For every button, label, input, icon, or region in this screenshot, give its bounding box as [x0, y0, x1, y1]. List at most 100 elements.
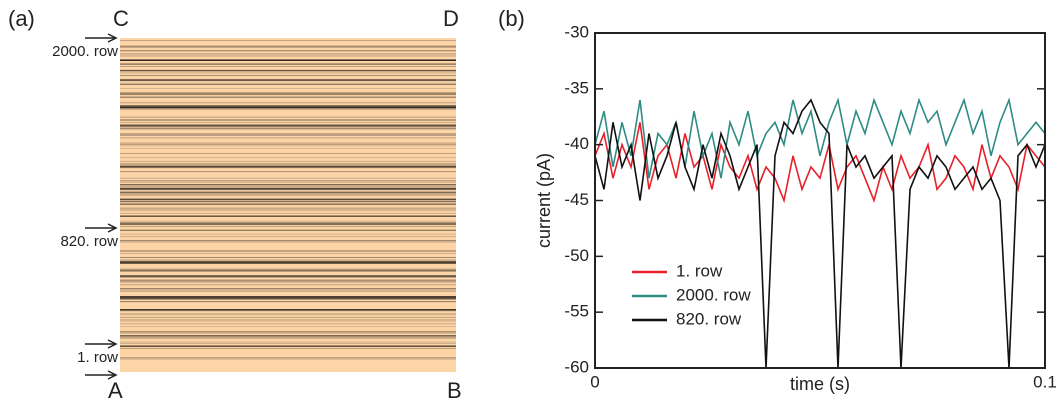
stripe	[120, 358, 456, 360]
y-tick-label: -60	[564, 357, 589, 376]
stripe	[120, 220, 456, 222]
corner-label: D	[443, 6, 459, 31]
stripe	[120, 314, 456, 316]
stripe	[120, 215, 456, 217]
stripe	[120, 79, 456, 81]
stripe	[120, 97, 456, 98]
stripe	[120, 236, 456, 238]
stripe	[120, 188, 456, 190]
stripe	[120, 309, 456, 311]
x-axis-title: time (s)	[790, 374, 850, 394]
legend-label: 1. row	[676, 261, 723, 280]
stripe	[120, 107, 456, 109]
stripe	[120, 225, 456, 227]
stripe	[120, 106, 456, 108]
stripe	[120, 250, 456, 252]
stripe	[120, 284, 456, 286]
stripe	[120, 164, 456, 166]
stripe	[120, 310, 456, 312]
row-arrow	[85, 370, 118, 380]
stripe	[120, 40, 456, 41]
stripe	[120, 75, 456, 76]
stripe	[120, 147, 456, 149]
stripe	[120, 210, 456, 212]
stripe	[120, 121, 456, 123]
stripe	[120, 270, 456, 272]
stripe	[120, 166, 456, 168]
stripe	[120, 128, 456, 130]
stripe	[120, 93, 456, 95]
y-axis-title: current (pA)	[534, 153, 554, 248]
stripe	[120, 55, 456, 57]
corner-label: C	[113, 6, 129, 31]
stripe	[120, 229, 456, 231]
stripe	[120, 297, 456, 299]
stripe	[120, 345, 456, 347]
stripe	[120, 167, 456, 169]
stripe	[120, 241, 456, 243]
series-line	[594, 122, 1046, 204]
stripe	[120, 160, 456, 162]
stripe	[120, 259, 456, 261]
stripe	[120, 320, 456, 322]
stripe	[120, 262, 456, 264]
stripe	[120, 186, 456, 188]
stripe	[120, 137, 456, 139]
stripe	[120, 194, 456, 196]
stripe	[120, 145, 456, 147]
stripe	[120, 223, 456, 225]
stripe	[120, 124, 456, 126]
stripe	[120, 201, 456, 202]
panel-label: (b)	[498, 6, 525, 31]
legend-label: 820. row	[676, 309, 742, 328]
stripe	[120, 296, 456, 298]
stripe	[120, 46, 456, 48]
stripe	[120, 342, 456, 344]
stripe	[120, 331, 456, 332]
row-arrow	[85, 339, 118, 349]
corner-label: B	[447, 378, 462, 403]
stripe	[120, 319, 456, 321]
stripe	[120, 153, 456, 154]
stripe	[120, 280, 456, 282]
row-arrow	[85, 33, 118, 43]
stripe	[120, 233, 456, 235]
stripe	[120, 50, 456, 52]
stripe	[120, 268, 456, 270]
stripe	[120, 207, 456, 209]
series-line	[594, 97, 1046, 179]
stripe	[120, 127, 456, 128]
stripe	[120, 288, 456, 290]
stripe	[120, 95, 456, 97]
stripe	[120, 82, 456, 84]
stripe	[120, 212, 456, 214]
stripe	[120, 261, 456, 263]
stripe	[120, 276, 456, 278]
y-tick-label: -40	[564, 134, 589, 153]
stripe	[120, 157, 456, 158]
series-line	[594, 98, 1046, 369]
stripe	[120, 341, 456, 343]
stripe	[120, 142, 456, 144]
stripe	[120, 199, 456, 201]
stripe	[120, 144, 456, 145]
corner-label: A	[108, 378, 123, 403]
stripe	[120, 72, 456, 74]
stripe	[120, 105, 456, 106]
stripe	[120, 193, 456, 195]
row-arrow	[85, 223, 118, 233]
stripe	[120, 357, 456, 358]
stripe	[120, 190, 456, 192]
stripe	[120, 102, 456, 104]
stripe	[120, 326, 456, 327]
stripe	[120, 133, 456, 135]
row-label: 820. row	[60, 233, 118, 250]
stripe	[120, 119, 456, 121]
stripe	[120, 66, 456, 67]
stripe	[120, 316, 456, 318]
stripe	[120, 257, 456, 258]
stripe	[120, 281, 456, 283]
stripe	[120, 335, 456, 336]
stripe	[120, 209, 456, 210]
